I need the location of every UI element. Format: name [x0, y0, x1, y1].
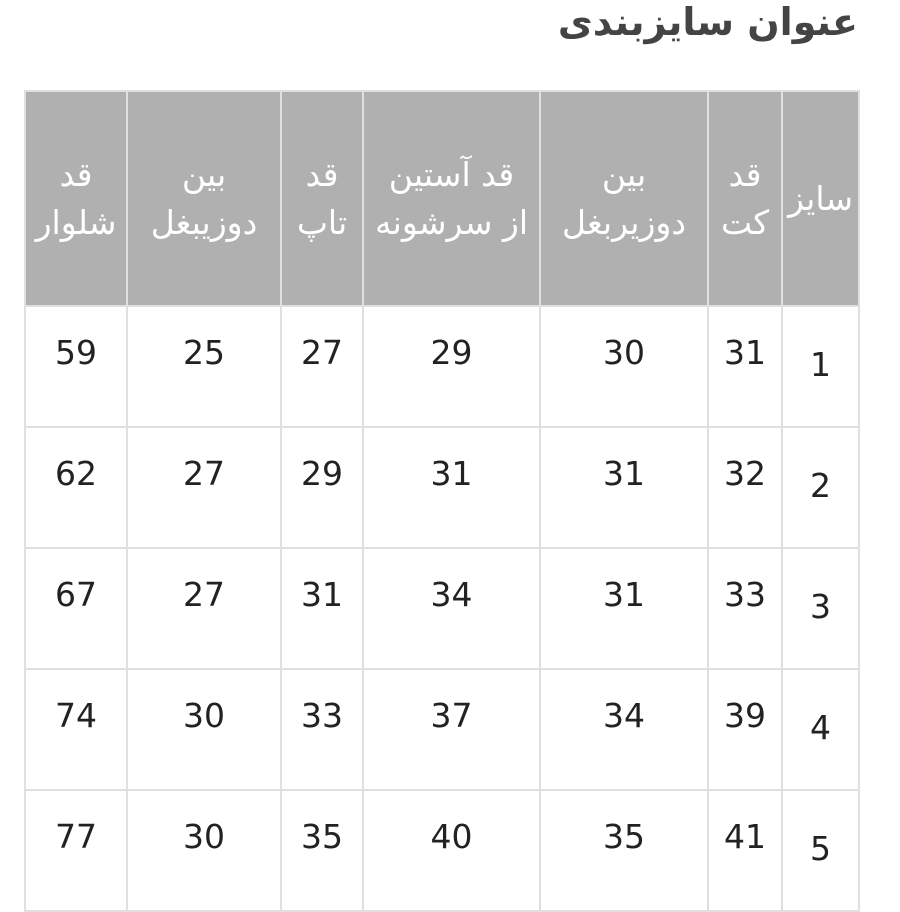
- table-row: 4 39 34 37 33 30 74: [24, 668, 860, 791]
- size-chart-table: سایز قد کت بین دوزیربغل قد آستین از سرشونه …: [24, 90, 860, 912]
- size-cell: 3: [781, 547, 860, 670]
- table-cell: 34: [362, 547, 541, 670]
- table-cell: 31: [362, 426, 541, 549]
- table-cell: 77: [24, 789, 128, 912]
- table-cell: 62: [24, 426, 128, 549]
- header-jacket-length: قد کت: [707, 90, 783, 307]
- header-label: کت: [720, 202, 770, 242]
- size-cell: 1: [781, 305, 860, 428]
- table-cell: 31: [539, 426, 709, 549]
- header-label: از سرشونه: [374, 202, 529, 242]
- table-cell: 25: [126, 305, 282, 428]
- header-label: قد آستین: [388, 154, 515, 194]
- size-cell: 5: [781, 789, 860, 912]
- size-cell: 4: [781, 668, 860, 791]
- header-label: سایز: [787, 178, 854, 218]
- table-cell: 32: [707, 426, 783, 549]
- header-label: قد: [59, 154, 93, 194]
- table-row: 1 31 30 29 27 25 59: [24, 305, 860, 428]
- table-cell: 29: [280, 426, 364, 549]
- header-label: تاپ: [296, 202, 348, 242]
- table-cell: 67: [24, 547, 128, 670]
- header-row: سایز قد کت بین دوزیربغل قد آستین از سرشونه …: [24, 90, 860, 307]
- table-cell: 30: [539, 305, 709, 428]
- header-waist-width: بین دوزیبغل: [126, 90, 282, 307]
- table-cell: 27: [280, 305, 364, 428]
- header-label: بین: [601, 154, 647, 194]
- header-label: شلوار: [35, 202, 117, 242]
- table-cell: 35: [539, 789, 709, 912]
- table-cell: 31: [707, 305, 783, 428]
- table-cell: 30: [126, 668, 282, 791]
- table-cell: 74: [24, 668, 128, 791]
- table-cell: 30: [126, 789, 282, 912]
- header-sleeve-length: قد آستین از سرشونه: [362, 90, 541, 307]
- table-cell: 39: [707, 668, 783, 791]
- table-cell: 27: [126, 426, 282, 549]
- table-cell: 35: [280, 789, 364, 912]
- table-row: 2 32 31 31 29 27 62: [24, 426, 860, 549]
- header-label: دوزیربغل: [561, 202, 687, 242]
- header-top-length: قد تاپ: [280, 90, 364, 307]
- size-cell: 2: [781, 426, 860, 549]
- header-size: سایز: [781, 90, 860, 307]
- header-pants-length: قد شلوار: [24, 90, 128, 307]
- table-cell: 37: [362, 668, 541, 791]
- table-cell: 29: [362, 305, 541, 428]
- table-cell: 27: [126, 547, 282, 670]
- header-label: بین: [181, 154, 227, 194]
- table-cell: 31: [539, 547, 709, 670]
- header-label: دوزیبغل: [150, 202, 258, 242]
- table-cell: 41: [707, 789, 783, 912]
- page-title: عنوان سایزبندی: [557, 0, 858, 44]
- table-row: 5 41 35 40 35 30 77: [24, 789, 860, 912]
- table-cell: 40: [362, 789, 541, 912]
- table-cell: 59: [24, 305, 128, 428]
- table-cell: 33: [707, 547, 783, 670]
- header-label: قد: [728, 154, 762, 194]
- table-cell: 33: [280, 668, 364, 791]
- table-cell: 34: [539, 668, 709, 791]
- table-row: 3 33 31 34 31 27 67: [24, 547, 860, 670]
- header-chest-width: بین دوزیربغل: [539, 90, 709, 307]
- table-cell: 31: [280, 547, 364, 670]
- header-label: قد: [305, 154, 339, 194]
